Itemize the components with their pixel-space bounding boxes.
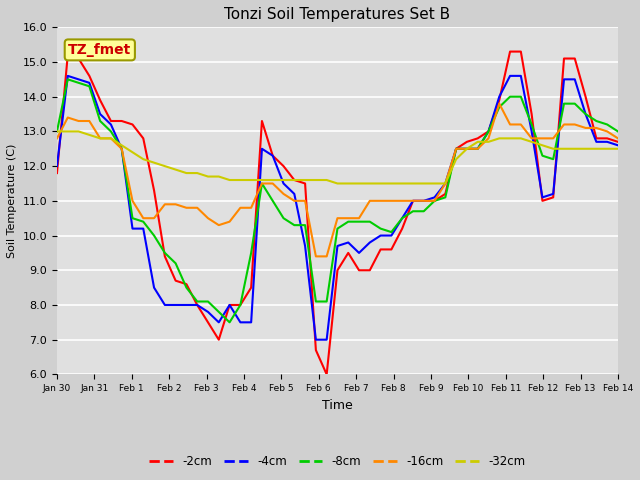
Text: TZ_fmet: TZ_fmet xyxy=(68,43,131,57)
Title: Tonzi Soil Temperatures Set B: Tonzi Soil Temperatures Set B xyxy=(225,7,451,22)
X-axis label: Time: Time xyxy=(322,399,353,412)
Legend: -2cm, -4cm, -8cm, -16cm, -32cm: -2cm, -4cm, -8cm, -16cm, -32cm xyxy=(145,450,530,473)
Y-axis label: Soil Temperature (C): Soil Temperature (C) xyxy=(7,144,17,258)
